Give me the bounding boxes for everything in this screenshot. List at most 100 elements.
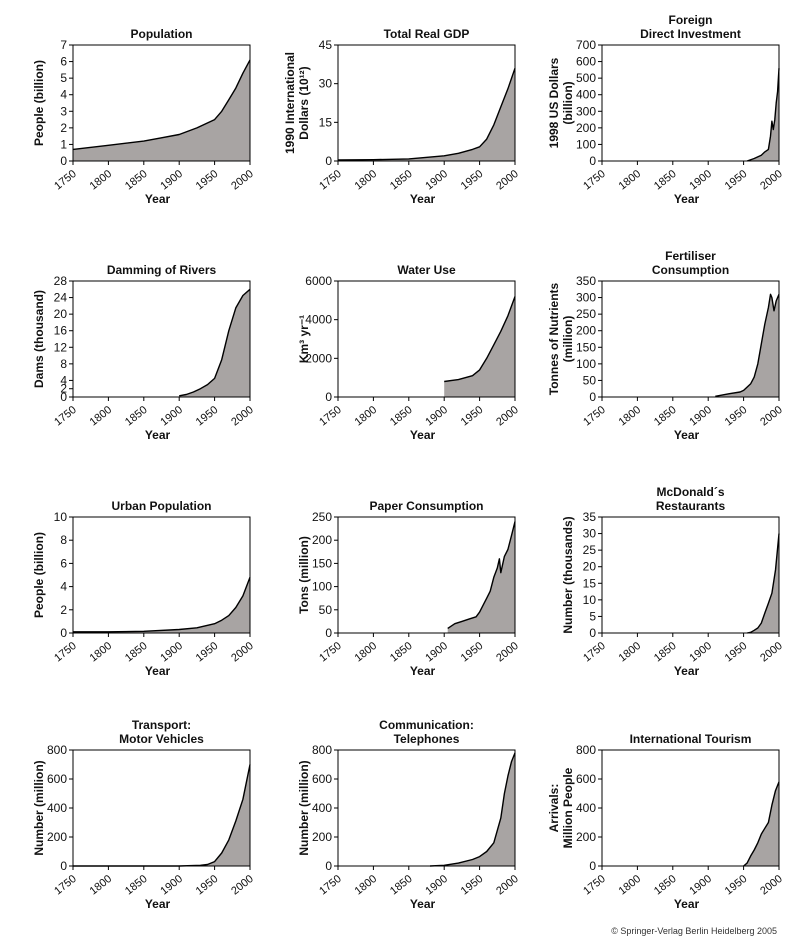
- plot-frame: [72, 280, 251, 398]
- y-axis-label: Dollars (10¹²): [297, 66, 311, 139]
- y-tick-label: 100: [312, 580, 332, 594]
- chart-panel-10: 0 200 400 600 800 1750 1800 1850 1900 1950 2000 Yea…: [32, 718, 256, 911]
- y-tick-label: 0: [60, 154, 67, 168]
- x-tick-label: 1900: [158, 168, 185, 193]
- plot-frame: [337, 44, 516, 162]
- x-tick-label: 1850: [123, 168, 150, 193]
- y-tick-label: 2: [60, 382, 67, 396]
- series-area: [444, 296, 515, 397]
- x-tick-label: 1950: [723, 873, 750, 898]
- y-tick-label: 28: [54, 274, 68, 288]
- y-tick-label: 2000: [305, 351, 332, 365]
- chart-title: Motor Vehicles: [119, 732, 204, 746]
- x-tick-label: 1900: [423, 640, 450, 665]
- x-tick-label: 1750: [581, 168, 608, 193]
- series-line: [746, 533, 780, 634]
- y-tick-label: 15: [583, 576, 597, 590]
- x-tick-label: 2000: [494, 404, 521, 429]
- x-tick-label: 1750: [581, 404, 608, 429]
- y-tick-label: 600: [576, 772, 596, 786]
- plot-frame: [601, 516, 780, 634]
- x-tick-label: 1950: [459, 404, 486, 429]
- series-area: [430, 752, 515, 866]
- plot-frame: [72, 516, 251, 634]
- y-axis-label: (billion): [561, 81, 575, 124]
- y-axis-label: Arrivals:: [547, 784, 561, 833]
- chart-title: International Tourism: [630, 732, 752, 746]
- chart-title: Urban Population: [112, 499, 212, 513]
- series-line: [72, 59, 251, 151]
- x-tick-label: 1750: [317, 168, 344, 193]
- y-axis-label: People (billion): [32, 532, 46, 618]
- x-axis-label: Year: [410, 192, 436, 206]
- y-tick-label: 250: [312, 510, 332, 524]
- x-tick-label: 2000: [494, 640, 521, 665]
- y-tick-label: 100: [576, 137, 596, 151]
- series-area: [747, 68, 779, 161]
- series-area: [715, 294, 779, 397]
- series-area: [73, 577, 250, 633]
- x-tick-label: 1800: [88, 404, 115, 429]
- y-tick-label: 15: [319, 115, 333, 129]
- x-tick-label: 2000: [494, 168, 521, 193]
- y-tick-label: 300: [576, 291, 596, 305]
- x-tick-label: 1850: [123, 873, 150, 898]
- copyright-note: © Springer-Verlag Berlin Heidelberg 2005: [611, 926, 777, 936]
- series-line: [429, 752, 516, 867]
- y-tick-label: 0: [325, 626, 332, 640]
- y-tick-label: 10: [583, 593, 597, 607]
- series-line: [743, 781, 780, 867]
- y-tick-label: 0: [60, 626, 67, 640]
- y-tick-label: 200: [47, 830, 67, 844]
- y-tick-label: 400: [312, 801, 332, 815]
- y-tick-label: 200: [576, 830, 596, 844]
- x-tick-label: 1750: [52, 168, 79, 193]
- x-axis-label: Year: [145, 428, 171, 442]
- x-tick-label: 1750: [317, 640, 344, 665]
- x-tick-label: 1900: [687, 640, 714, 665]
- x-axis-label: Year: [410, 428, 436, 442]
- y-tick-label: 45: [319, 38, 333, 52]
- x-tick-label: 1950: [194, 640, 221, 665]
- series-line: [179, 288, 251, 397]
- y-axis-label: Number (million): [297, 760, 311, 855]
- chart-panel-1: 0 1 2 3 4 5 6 7 1750 1800 1850 1900 1950 2000 Year Popu…: [32, 27, 256, 206]
- x-tick-label: 1750: [581, 873, 608, 898]
- x-tick-label: 1900: [687, 404, 714, 429]
- y-tick-label: 20: [583, 560, 597, 574]
- y-tick-label: 50: [319, 603, 333, 617]
- x-axis-label: Year: [410, 897, 436, 911]
- x-axis-label: Year: [410, 664, 436, 678]
- series-area: [73, 764, 250, 866]
- x-tick-label: 1800: [353, 404, 380, 429]
- x-axis-label: Year: [145, 897, 171, 911]
- y-tick-label: 5: [589, 609, 596, 623]
- y-tick-label: 0: [60, 859, 67, 873]
- y-tick-label: 700: [576, 38, 596, 52]
- y-tick-label: 0: [589, 390, 596, 404]
- y-axis-label: Number (thousands): [561, 516, 575, 633]
- y-axis-label: Million People: [561, 767, 575, 848]
- x-tick-label: 1900: [687, 873, 714, 898]
- chart-title: Total Real GDP: [384, 27, 470, 41]
- x-tick-label: 1900: [158, 404, 185, 429]
- chart-panel-12: 0 200 400 600 800 1750 1800 1850 1900 1950 2000 Yea…: [547, 732, 785, 911]
- x-tick-label: 1800: [617, 640, 644, 665]
- y-tick-label: 400: [576, 801, 596, 815]
- x-axis-label: Year: [674, 192, 700, 206]
- x-tick-label: 2000: [494, 873, 521, 898]
- x-tick-label: 2000: [229, 873, 256, 898]
- x-tick-label: 1950: [194, 168, 221, 193]
- x-tick-label: 1800: [617, 404, 644, 429]
- x-axis-label: Year: [674, 664, 700, 678]
- chart-panel-6: 0 50 100 150 200 250 300 350 1750 1800 1850 1900 195…: [547, 249, 785, 442]
- y-tick-label: 6: [60, 556, 67, 570]
- x-tick-label: 1950: [723, 404, 750, 429]
- x-tick-label: 1750: [52, 404, 79, 429]
- y-tick-label: 4: [60, 373, 67, 387]
- y-tick-label: 400: [576, 88, 596, 102]
- chart-title: Water Use: [397, 263, 456, 277]
- plot-frame: [337, 516, 516, 634]
